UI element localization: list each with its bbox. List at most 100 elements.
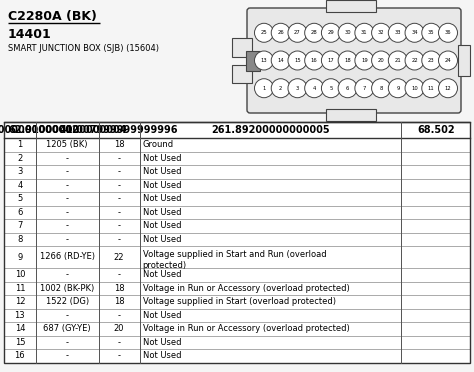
Text: 5: 5	[17, 194, 22, 203]
Text: -: -	[118, 208, 120, 217]
Text: 41.007999999999996: 41.007999999999996	[60, 125, 178, 135]
Text: -: -	[65, 167, 69, 176]
Bar	[140, 192, 401, 205]
Text: 3: 3	[17, 167, 23, 176]
Text: 1: 1	[17, 140, 22, 149]
Text: 3: 3	[296, 86, 299, 91]
Bar	[401, 268, 470, 282]
Bar	[401, 192, 470, 205]
Bar	[4, 138, 36, 151]
Circle shape	[338, 23, 357, 42]
Text: 17: 17	[328, 58, 334, 63]
Text: -: -	[118, 154, 120, 163]
Text: 11: 11	[428, 86, 435, 91]
Text: 8: 8	[379, 86, 383, 91]
Bar	[458, 45, 470, 76]
Bar	[4, 349, 36, 362]
Bar	[401, 282, 470, 295]
Circle shape	[405, 51, 424, 70]
Circle shape	[255, 23, 273, 42]
Bar	[401, 322, 470, 336]
Bar	[36, 322, 99, 336]
Circle shape	[438, 51, 457, 70]
Text: 18: 18	[344, 58, 351, 63]
Circle shape	[288, 51, 307, 70]
Text: -: -	[65, 194, 69, 203]
Text: 32: 32	[378, 30, 384, 35]
Text: 18: 18	[114, 284, 124, 293]
Text: Not Used: Not Used	[143, 235, 181, 244]
Circle shape	[305, 23, 324, 42]
Bar	[36, 282, 99, 295]
Text: -: -	[118, 311, 120, 320]
Text: Not Used: Not Used	[143, 167, 181, 176]
Text: 20: 20	[378, 58, 384, 63]
Text: -: -	[65, 338, 69, 347]
Bar	[99, 322, 140, 336]
Text: Voltage in Run or Accessory (overload protected): Voltage in Run or Accessory (overload pr…	[143, 284, 349, 293]
Text: 13: 13	[261, 58, 267, 63]
Bar	[4, 192, 36, 205]
Bar	[401, 122, 470, 138]
Circle shape	[338, 51, 357, 70]
Text: 25: 25	[261, 30, 267, 35]
Bar	[401, 205, 470, 219]
Circle shape	[288, 79, 307, 98]
Bar	[99, 246, 140, 268]
Text: 22: 22	[114, 253, 124, 262]
Bar	[140, 205, 401, 219]
Bar	[99, 219, 140, 232]
Bar	[36, 138, 99, 151]
Bar	[401, 246, 470, 268]
Bar	[4, 122, 470, 362]
Bar	[4, 246, 36, 268]
Bar	[4, 219, 36, 232]
Text: Not Used: Not Used	[143, 311, 181, 320]
Bar	[36, 122, 99, 138]
Circle shape	[438, 23, 457, 42]
Bar	[4, 179, 36, 192]
Bar	[140, 219, 401, 232]
Bar	[401, 151, 470, 165]
Text: 7: 7	[363, 86, 366, 91]
Bar	[4, 165, 36, 179]
Bar	[99, 205, 140, 219]
Circle shape	[271, 51, 290, 70]
Bar	[401, 336, 470, 349]
Text: 18: 18	[114, 297, 124, 306]
Text: 9: 9	[17, 253, 22, 262]
Text: 20: 20	[114, 324, 124, 333]
Bar	[401, 232, 470, 246]
Bar	[4, 295, 36, 308]
Bar	[36, 179, 99, 192]
Bar	[140, 122, 401, 138]
Bar	[36, 219, 99, 232]
Bar	[36, 151, 99, 165]
Bar	[36, 295, 99, 308]
Text: -: -	[118, 167, 120, 176]
Text: Not Used: Not Used	[143, 221, 181, 230]
Bar	[36, 205, 99, 219]
Bar	[99, 165, 140, 179]
Text: 7: 7	[17, 221, 23, 230]
Text: 18: 18	[114, 140, 124, 149]
Bar	[4, 205, 36, 219]
Text: -: -	[118, 221, 120, 230]
Bar	[140, 232, 401, 246]
Text: -: -	[65, 181, 69, 190]
Bar	[140, 268, 401, 282]
Circle shape	[255, 79, 273, 98]
Circle shape	[271, 79, 290, 98]
Text: -: -	[65, 154, 69, 163]
Text: 22: 22	[411, 58, 418, 63]
Text: 10: 10	[15, 270, 25, 279]
Text: 23: 23	[428, 58, 435, 63]
Circle shape	[405, 23, 424, 42]
Bar	[99, 308, 140, 322]
Bar	[99, 179, 140, 192]
Text: 15: 15	[294, 58, 301, 63]
Bar	[140, 308, 401, 322]
Text: 10: 10	[411, 86, 418, 91]
Bar	[36, 232, 99, 246]
Text: 1205 (BK): 1205 (BK)	[46, 140, 88, 149]
